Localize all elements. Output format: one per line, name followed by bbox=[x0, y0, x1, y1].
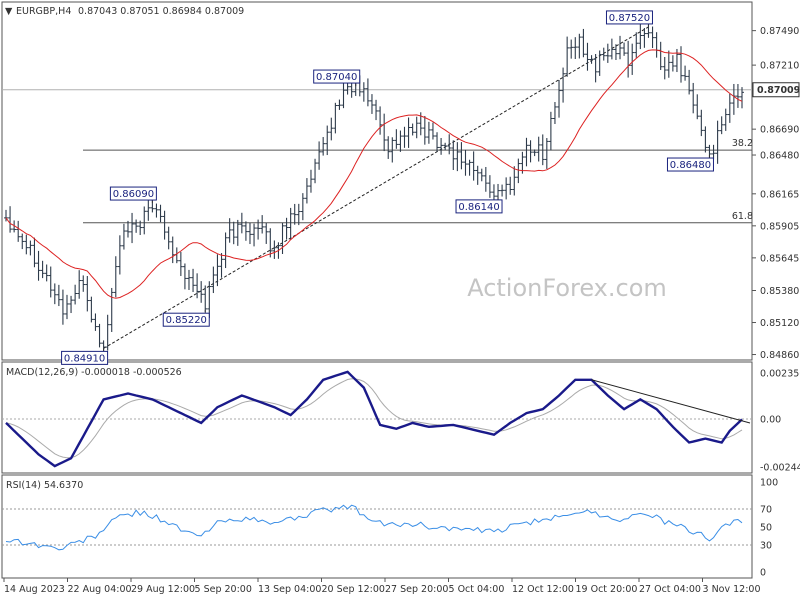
price-tick-label: 0.86165 bbox=[760, 189, 799, 200]
time-tick-label: 27 Sep 20:00 bbox=[385, 584, 448, 595]
price-label-box bbox=[455, 199, 503, 214]
time-tick-label: 3 Nov 12:00 bbox=[703, 584, 761, 595]
time-tick-label: 5 Oct 04:00 bbox=[449, 584, 505, 595]
symbol-label: EURGBP,H4 bbox=[16, 6, 71, 17]
macd-trendline bbox=[591, 379, 751, 424]
ohlc-readout: 0.87043 0.87051 0.86984 0.87009 bbox=[78, 6, 244, 17]
macd-tick-label: 0.00 bbox=[760, 415, 781, 426]
moving-average bbox=[5, 49, 743, 299]
macd-tick-label: -0.002442 bbox=[760, 462, 800, 473]
price-reference-lines: 38.2 61.8 bbox=[2, 89, 753, 224]
current-price-label: 0.87009 bbox=[757, 85, 800, 96]
time-tick-label: 5 Sep 20:00 bbox=[195, 584, 252, 595]
price-tick-label: 0.85645 bbox=[760, 253, 799, 264]
fib-level-label: 61.8 bbox=[732, 211, 753, 222]
price-trendline bbox=[103, 26, 649, 349]
price-panel bbox=[1, 1, 753, 361]
time-axis: 14 Aug 2023 22 Aug 04:00 29 Aug 12:00 5 Sep… bbox=[3, 578, 761, 595]
price-tick-label: 0.85380 bbox=[760, 286, 799, 297]
price-label: 0.86480 bbox=[670, 160, 711, 171]
rsi-title: RSI(14) 54.6370 bbox=[6, 480, 83, 491]
price-labels: 0.84910 0.85220 0.86090 0.87040 0.86140 0.875… bbox=[61, 10, 714, 365]
price-label-box bbox=[61, 350, 109, 365]
time-tick-label: 14 Aug 2023 bbox=[4, 584, 65, 595]
time-tick-label: 20 Sep 12:00 bbox=[322, 584, 385, 595]
price-label-box bbox=[313, 69, 361, 84]
rsi-tick-label: 30 bbox=[760, 541, 772, 552]
price-tick-label: 0.86690 bbox=[760, 125, 799, 136]
macd-axis: 0.002356 0.00 -0.002442 bbox=[760, 368, 800, 473]
time-tick-label: 12 Oct 12:00 bbox=[512, 584, 574, 595]
price-label: 0.86090 bbox=[113, 189, 154, 200]
rsi-tick-label: 0 bbox=[760, 568, 766, 579]
moving-average-line bbox=[5, 49, 743, 299]
rsi-axis: 100 70 50 30 0 bbox=[760, 478, 778, 579]
macd-signal-line bbox=[5, 378, 743, 459]
price-tick-label: 0.85120 bbox=[760, 318, 799, 329]
price-label: 0.86140 bbox=[458, 202, 499, 213]
price-tick-label: 0.84860 bbox=[760, 350, 799, 361]
price-label: 0.84910 bbox=[64, 353, 105, 364]
price-label-box bbox=[162, 312, 210, 327]
current-price-marker bbox=[752, 82, 800, 98]
price-axis: 0.87490 0.87210 0.86690 0.86480 0.86165 0.859… bbox=[752, 26, 800, 361]
time-tick-label: 27 Oct 04:00 bbox=[639, 584, 701, 595]
macd-title: MACD(12,26,9) -0.000018 -0.000526 bbox=[6, 367, 182, 378]
rsi-line bbox=[5, 504, 743, 551]
price-tick-label: 0.86480 bbox=[760, 151, 799, 162]
time-tick-label: 19 Oct 20:00 bbox=[576, 584, 638, 595]
rsi-panel bbox=[1, 474, 753, 579]
price-label: 0.87040 bbox=[316, 72, 357, 83]
price-label-box bbox=[666, 157, 714, 172]
fib-level-label: 38.2 bbox=[732, 138, 753, 149]
price-label: 0.87520 bbox=[609, 13, 650, 24]
price-label-box bbox=[109, 186, 157, 201]
symbol-dropdown-icon[interactable]: ▼ bbox=[5, 6, 13, 17]
price-label-box bbox=[605, 10, 653, 25]
price-label: 0.85220 bbox=[166, 315, 207, 326]
macd-line bbox=[5, 370, 743, 468]
time-tick-label: 29 Aug 12:00 bbox=[131, 584, 195, 595]
price-bars bbox=[4, 21, 744, 359]
rsi-tick-label: 70 bbox=[760, 505, 772, 516]
trendline bbox=[103, 26, 649, 349]
time-tick-label: 22 Aug 04:00 bbox=[68, 584, 132, 595]
price-tick-label: 0.85905 bbox=[760, 221, 799, 232]
rsi-tick-label: 50 bbox=[760, 523, 772, 534]
macd-lines bbox=[2, 370, 752, 468]
price-tick-label: 0.87210 bbox=[760, 61, 799, 72]
watermark: ActionForex.com bbox=[467, 274, 667, 302]
time-tick-label: 13 Sep 04:00 bbox=[258, 584, 321, 595]
price-tick-label: 0.87490 bbox=[760, 26, 799, 37]
rsi-tick-label: 100 bbox=[760, 478, 778, 489]
macd-tick-label: 0.002356 bbox=[760, 368, 800, 379]
rsi-lines bbox=[2, 504, 752, 551]
